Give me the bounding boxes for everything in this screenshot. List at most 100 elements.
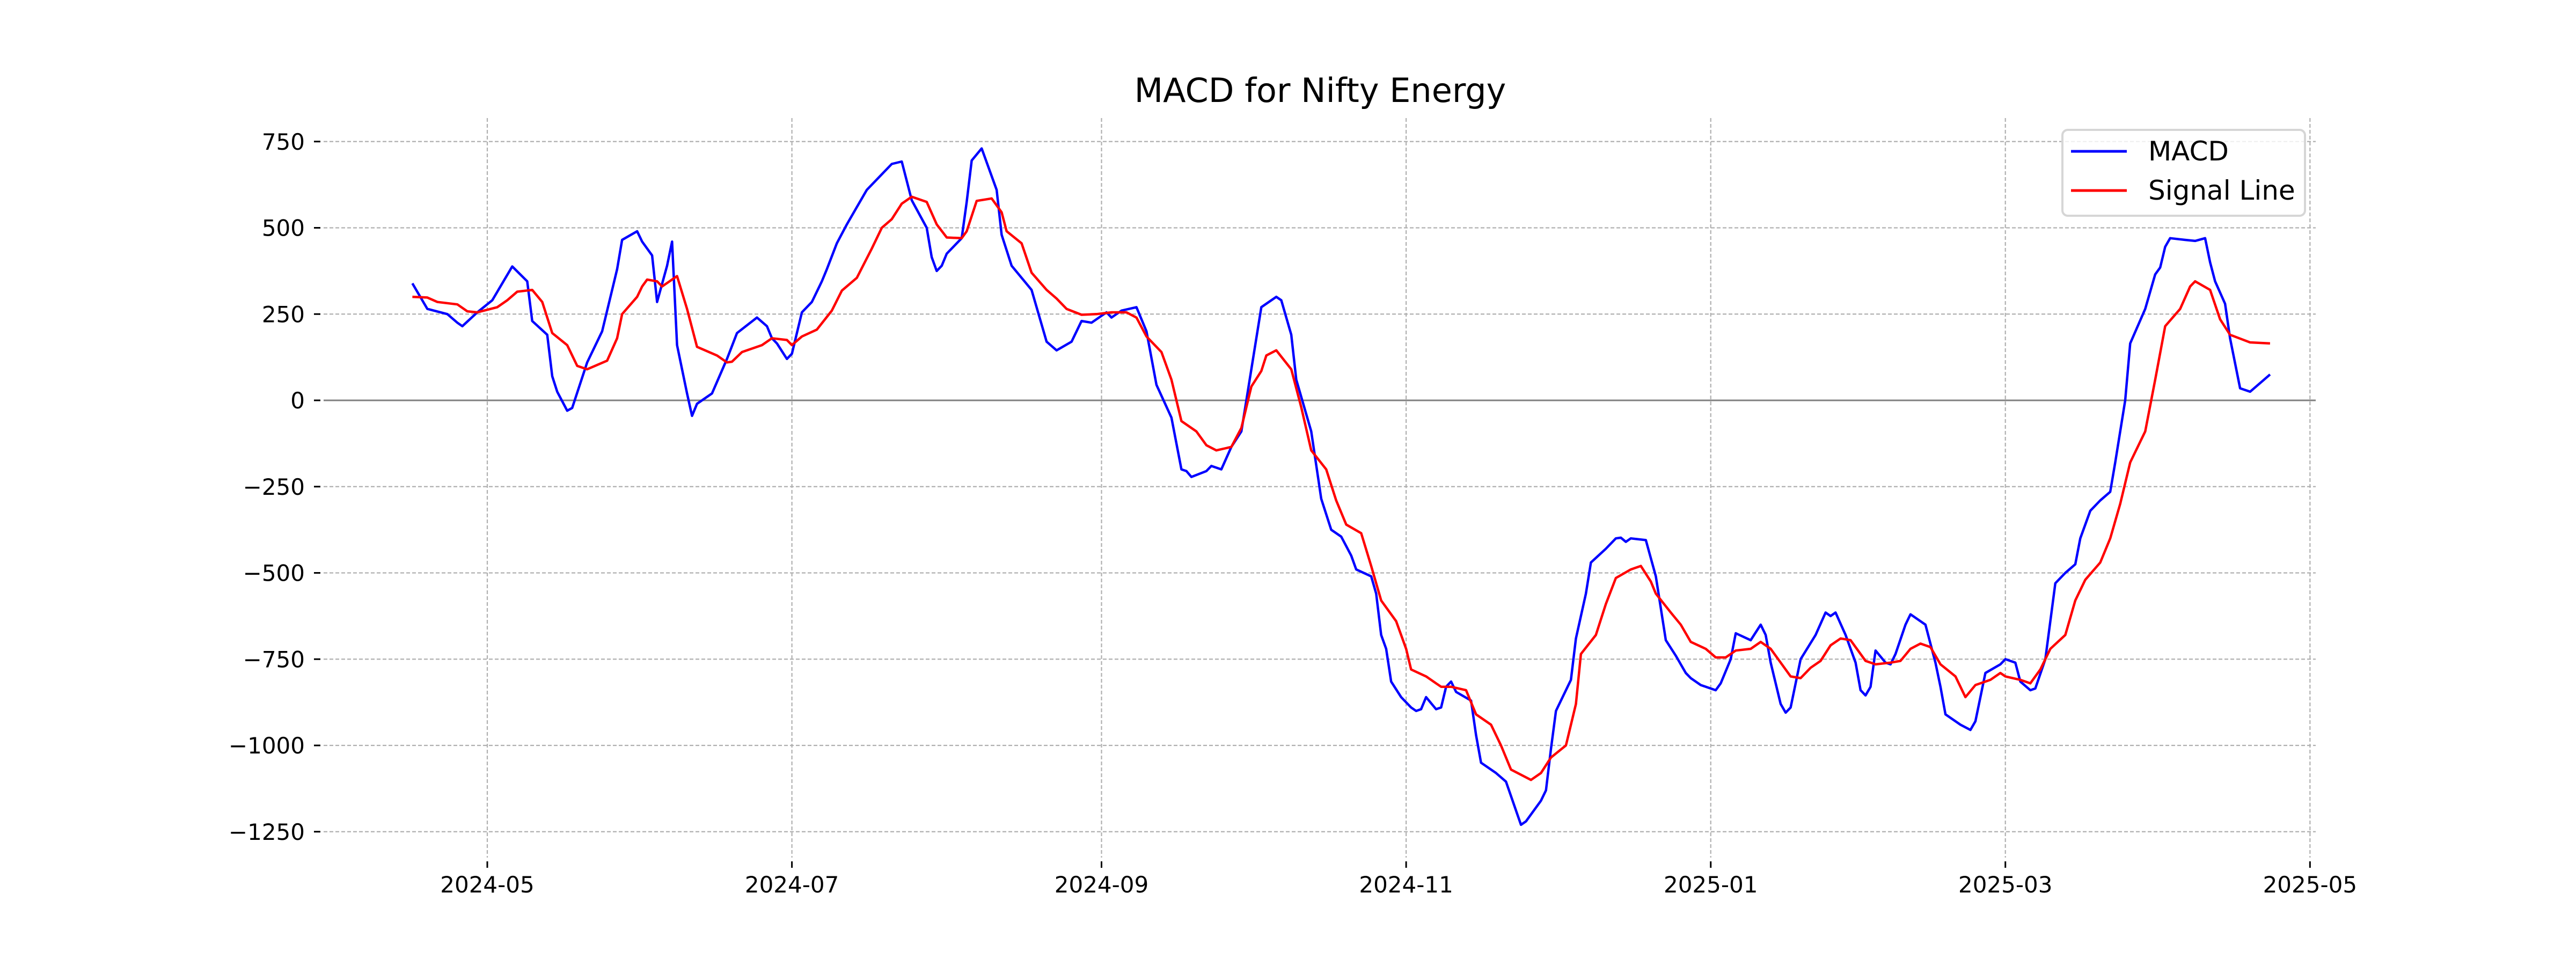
macd-data-point <box>2015 662 2016 663</box>
macd-data-point <box>1790 707 1791 708</box>
signal-line-data-point <box>1551 757 1552 758</box>
signal-line-data-point <box>1056 298 1057 299</box>
signal-line-data-point <box>457 304 458 305</box>
macd-data-point <box>2035 688 2036 689</box>
macd-data-point <box>1146 331 1147 332</box>
y-tick-label: 500 <box>262 215 305 241</box>
signal-line-data-point <box>2005 676 2006 677</box>
signal-line-data-point <box>717 355 718 356</box>
signal-line-data-point <box>1326 469 1327 470</box>
legend-label-signal-line: Signal Line <box>2148 175 2295 206</box>
macd-data-point <box>1785 712 1786 713</box>
legend: MACD Signal Line <box>2061 129 2306 217</box>
signal-line-data-point <box>1111 312 1112 313</box>
signal-line-data-point <box>572 355 573 356</box>
macd-data-point <box>1875 650 1876 651</box>
macd-data-point <box>492 300 493 301</box>
y-tick-label: −500 <box>243 560 305 587</box>
macd-data-point <box>1960 724 1961 725</box>
signal-line-data-point <box>2195 281 2196 282</box>
macd-data-point <box>1356 569 1357 570</box>
signal-line-data-point <box>2075 600 2076 601</box>
macd-data-point <box>1835 612 1836 613</box>
y-tick-label: −250 <box>243 474 305 500</box>
macd-data-point <box>1021 277 1022 278</box>
signal-line-data-point <box>1126 312 1127 313</box>
signal-line-data-point <box>1216 450 1217 451</box>
macd-data-point <box>1675 655 1676 656</box>
series-signal-line <box>412 195 2271 781</box>
signal-line-data-point <box>427 297 428 298</box>
signal-line-data-point <box>507 300 508 301</box>
macd-data-point <box>1860 690 1861 691</box>
macd-data-point <box>1630 538 1631 539</box>
signal-line-data-point <box>1920 643 1921 644</box>
x-tick-label: 2024-07 <box>745 872 839 898</box>
macd-data-point <box>1770 662 1771 663</box>
macd-data-point <box>1121 310 1122 311</box>
signal-line-data-point <box>1965 697 1966 698</box>
signal-line-data-point <box>1790 676 1791 677</box>
y-tick-label: 0 <box>290 387 305 414</box>
signal-line-data-point <box>1615 578 1616 579</box>
signal-line-data-point <box>841 290 842 291</box>
signal-line-data-point <box>2110 538 2111 539</box>
axes: 750 500 250 0 −250 −500 −750 −1000 −1250 2024-05 2… <box>229 129 2357 898</box>
signal-line-data-point <box>1630 569 1631 570</box>
x-tick-label: 2025-05 <box>2263 872 2358 898</box>
macd-data-point <box>1855 662 1856 663</box>
macd-data-point <box>1046 341 1047 342</box>
signal-line-data-point <box>1146 336 1147 337</box>
signal-line-data-point <box>1136 317 1137 318</box>
signal-line-data-point <box>1311 450 1312 451</box>
macd-data-point <box>971 160 972 161</box>
macd-data-point <box>2100 500 2101 501</box>
signal-line-data-point <box>1840 638 1841 639</box>
macd-data-point <box>911 200 912 201</box>
macd-data-point <box>2195 240 2196 241</box>
macd-data-point <box>1825 612 1826 613</box>
series <box>411 147 2271 826</box>
x-tick-label: 2025-01 <box>1664 872 1758 898</box>
y-tick-label: −1000 <box>229 733 305 759</box>
macd-data-point <box>936 270 937 271</box>
macd-data-point <box>587 362 588 363</box>
x-tick-label: 2024-09 <box>1055 872 1149 898</box>
macd-data-point <box>2160 267 2161 268</box>
signal-line-data-point <box>2030 683 2031 684</box>
signal-line-data-point <box>2100 562 2101 563</box>
macd-data-point <box>1935 662 1936 663</box>
signal-line-data-point <box>1725 657 1726 658</box>
grid <box>324 118 2316 858</box>
macd-data-point <box>1111 317 1112 318</box>
macd-data-point <box>557 391 558 392</box>
macd-data-point <box>1251 369 1252 370</box>
x-tick-label: 2025-03 <box>1958 872 2053 898</box>
macd-data-point <box>1945 714 1946 715</box>
macd-data-point <box>1870 686 1871 687</box>
signal-line-data-point <box>936 224 937 225</box>
y-tick-label: 750 <box>262 129 305 155</box>
macd-data-point <box>1281 300 1282 301</box>
signal-line-data-point <box>2000 673 2001 674</box>
macd-data-point <box>2115 462 2116 463</box>
macd-data-point <box>1730 659 1731 660</box>
macd-data-point <box>1296 379 1297 380</box>
macd-data-point <box>1136 307 1137 308</box>
signal-line-data-point <box>1955 676 1956 677</box>
signal-line-data-point <box>991 198 992 199</box>
signal-line-data-point <box>1161 352 1162 353</box>
signal-line-data-point <box>1081 314 1082 315</box>
signal-line-data-point <box>587 369 588 370</box>
macd-data-point <box>1181 469 1182 470</box>
macd-data-point <box>1940 686 1941 687</box>
macd-data-point <box>1261 307 1262 308</box>
chart-title: MACD for Nifty Energy <box>1135 71 1506 110</box>
signal-line-line <box>412 195 2271 781</box>
macd-data-point <box>1291 334 1292 335</box>
macd-data-point <box>412 283 413 284</box>
macd-data-point <box>1071 341 1072 342</box>
signal-line-data-point <box>1266 355 1267 356</box>
macd-data-point <box>527 281 528 282</box>
